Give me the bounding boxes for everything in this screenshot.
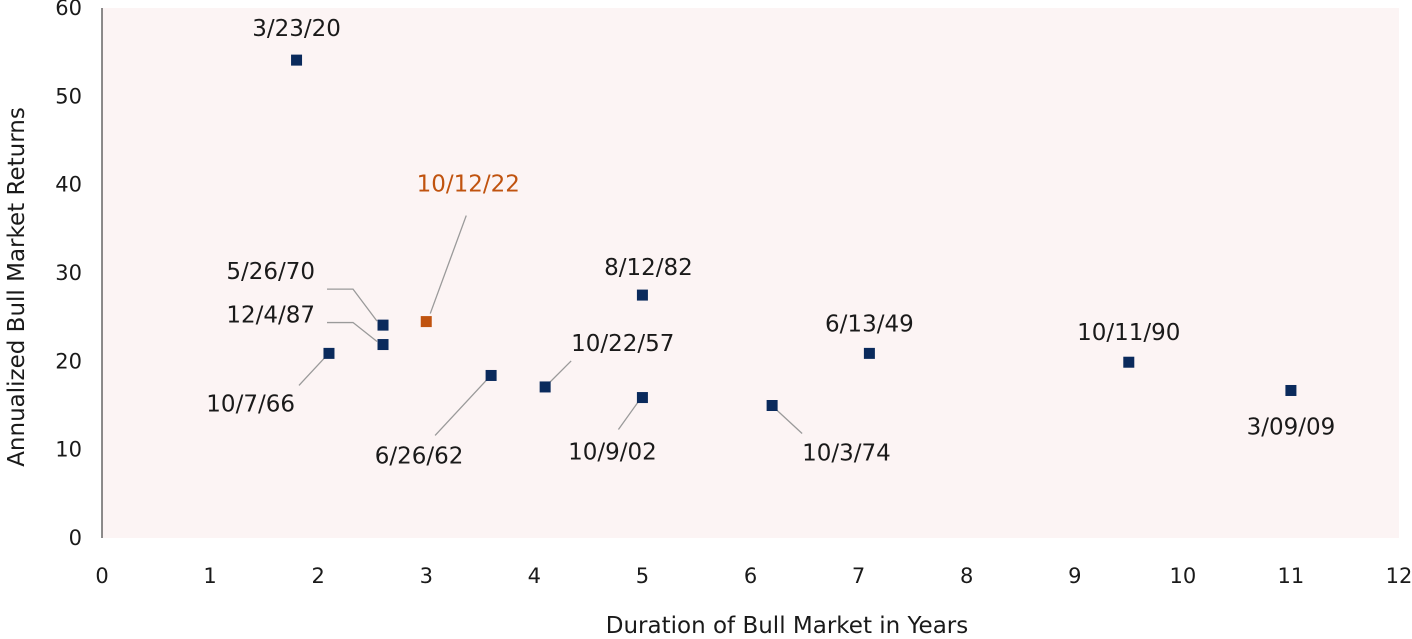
data-point-marker xyxy=(539,381,551,393)
data-point-label: 10/3/74 xyxy=(802,441,891,467)
data-point-marker xyxy=(291,54,303,66)
x-axis-title: Duration of Bull Market in Years xyxy=(606,613,968,639)
y-tick-labels: 0 10 20 30 40 50 60 xyxy=(55,0,82,550)
leader-line xyxy=(327,321,378,343)
y-tick-label: 10 xyxy=(55,438,82,462)
data-point-label: 12/4/87 xyxy=(226,303,315,329)
y-axis-title: Annualized Bull Market Returns xyxy=(4,107,30,467)
data-point-label: 10/9/02 xyxy=(568,440,657,466)
y-tick-label: 60 xyxy=(55,0,82,20)
data-point-label: 10/11/90 xyxy=(1077,320,1180,346)
x-tick-label: 5 xyxy=(636,564,649,588)
x-tick-label: 4 xyxy=(528,564,541,588)
data-labels: 3/23/20 10/12/22 5/26/70 12/4/87 10/7/66 8/12… xyxy=(206,16,1335,469)
data-point-marker xyxy=(323,347,335,359)
data-point-label: 10/22/57 xyxy=(571,331,674,357)
y-tick-label: 50 xyxy=(55,84,82,108)
x-tick-label: 12 xyxy=(1386,564,1412,588)
data-point-marker xyxy=(377,339,389,351)
y-tick-label: 0 xyxy=(69,526,82,550)
x-tick-label: 9 xyxy=(1068,564,1081,588)
x-tick-label: 2 xyxy=(311,564,324,588)
leader-line xyxy=(548,360,572,384)
x-tick-label: 3 xyxy=(420,564,433,588)
leader-line xyxy=(434,379,488,436)
data-point-label: 6/13/49 xyxy=(825,311,914,337)
data-point-label: 10/7/66 xyxy=(206,391,295,417)
y-tick-label: 40 xyxy=(55,173,82,197)
data-markers xyxy=(291,54,1297,411)
data-point-label: 10/12/22 xyxy=(417,172,520,198)
data-point-marker xyxy=(485,369,497,381)
data-point-marker xyxy=(636,289,648,301)
data-point-label: 6/26/62 xyxy=(375,443,464,469)
x-tick-label: 1 xyxy=(203,564,216,588)
data-point-marker xyxy=(420,316,432,328)
leader-line xyxy=(429,215,467,314)
leader-line xyxy=(617,401,639,430)
x-tick-label: 0 xyxy=(95,564,108,588)
x-tick-labels: 0 1 2 3 4 5 6 7 8 9 10 11 12 xyxy=(95,564,1412,588)
data-point-marker xyxy=(1285,384,1297,396)
plot-area xyxy=(102,8,1399,538)
y-tick-label: 20 xyxy=(55,349,82,373)
y-tick-label: 30 xyxy=(55,261,82,285)
x-tick-label: 11 xyxy=(1278,564,1305,588)
data-point-marker xyxy=(377,319,389,331)
x-tick-label: 7 xyxy=(852,564,865,588)
data-point-marker xyxy=(1123,356,1135,368)
data-point-label: 5/26/70 xyxy=(226,259,315,285)
leader-line xyxy=(775,409,803,434)
leader-lines xyxy=(298,215,803,436)
x-tick-label: 10 xyxy=(1169,564,1196,588)
data-point-label: 3/09/09 xyxy=(1247,414,1336,440)
data-point-marker xyxy=(636,392,648,404)
leader-line xyxy=(298,356,326,386)
data-point-label: 8/12/82 xyxy=(604,255,693,281)
x-tick-label: 8 xyxy=(960,564,973,588)
data-point-marker xyxy=(766,400,778,411)
x-tick-label: 6 xyxy=(744,564,757,588)
leader-line xyxy=(327,288,378,322)
data-point-label: 3/23/20 xyxy=(252,16,341,42)
data-point-marker xyxy=(863,347,875,359)
